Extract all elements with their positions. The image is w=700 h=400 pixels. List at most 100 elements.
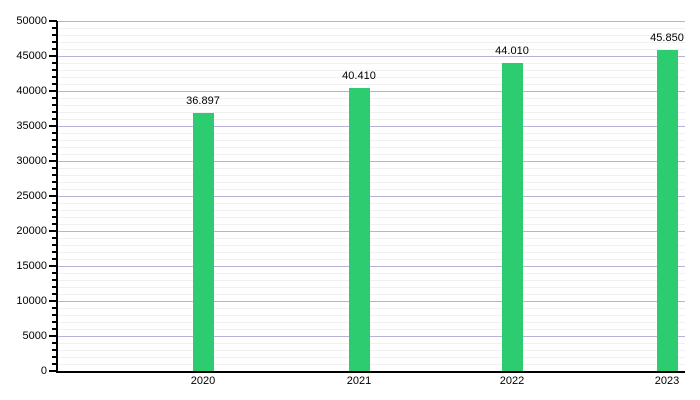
y-axis-tick-label: 45000 [16, 50, 47, 62]
minor-gridline [58, 174, 685, 176]
minor-gridline [58, 251, 685, 253]
y-major-tick [49, 125, 57, 127]
y-minor-tick [52, 69, 57, 71]
y-minor-tick [52, 111, 57, 113]
bar-value-label: 45.850 [650, 32, 684, 45]
minor-gridline [58, 146, 685, 148]
y-major-tick [49, 90, 57, 92]
minor-gridline [58, 202, 685, 204]
y-minor-tick [52, 104, 57, 106]
y-minor-tick [52, 146, 57, 148]
y-major-tick [49, 300, 57, 302]
y-minor-tick [52, 41, 57, 43]
y-major-tick [49, 195, 57, 197]
y-minor-tick [52, 321, 57, 323]
y-minor-tick [52, 342, 57, 344]
y-minor-tick [52, 118, 57, 120]
minor-gridline [58, 48, 685, 50]
minor-gridline [58, 349, 685, 351]
minor-gridline [58, 209, 685, 211]
y-minor-tick [52, 237, 57, 239]
y-minor-tick [52, 167, 57, 169]
y-minor-tick [52, 62, 57, 64]
minor-gridline [58, 111, 685, 113]
minor-gridline [58, 258, 685, 260]
x-axis-tick-label: 2023 [654, 375, 680, 387]
y-major-tick [49, 55, 57, 57]
y-minor-tick [52, 83, 57, 85]
y-minor-tick [52, 139, 57, 141]
y-minor-tick [52, 279, 57, 281]
y-minor-tick [52, 349, 57, 351]
y-minor-tick [52, 216, 57, 218]
minor-gridline [58, 223, 685, 225]
minor-gridline [58, 34, 685, 36]
y-axis-tick-label: 5000 [22, 330, 47, 342]
x-axis-tick-label: 2022 [499, 375, 525, 387]
y-minor-tick [52, 251, 57, 253]
y-minor-tick [52, 314, 57, 316]
minor-gridline [58, 293, 685, 295]
major-gridline [58, 90, 685, 92]
minor-gridline [58, 83, 685, 85]
minor-gridline [58, 244, 685, 246]
minor-gridline [58, 272, 685, 274]
y-minor-tick [52, 27, 57, 29]
y-major-tick [49, 335, 57, 337]
minor-gridline [58, 188, 685, 190]
y-axis-tick-label: 50000 [16, 15, 47, 27]
minor-gridline [58, 237, 685, 239]
y-minor-tick [52, 174, 57, 176]
y-minor-tick [52, 286, 57, 288]
y-minor-tick [52, 76, 57, 78]
y-axis-tick-label: 20000 [16, 225, 47, 237]
minor-gridline [58, 153, 685, 155]
y-major-tick [49, 370, 57, 372]
y-minor-tick [52, 181, 57, 183]
y-minor-tick [52, 244, 57, 246]
minor-gridline [58, 76, 685, 78]
minor-gridline [58, 314, 685, 316]
major-gridline [58, 265, 685, 267]
major-gridline [58, 55, 685, 57]
minor-gridline [58, 62, 685, 64]
y-minor-tick [52, 132, 57, 134]
y-axis-tick-label: 30000 [16, 155, 47, 167]
y-minor-tick [52, 209, 57, 211]
major-gridline [58, 20, 685, 22]
y-minor-tick [52, 258, 57, 260]
bar-value-label: 44.010 [495, 44, 529, 57]
minor-gridline [58, 328, 685, 330]
major-gridline [58, 195, 685, 197]
bar-value-label: 40.410 [342, 70, 376, 83]
major-gridline [58, 125, 685, 127]
minor-gridline [58, 132, 685, 134]
y-axis-tick-label: 10000 [16, 295, 47, 307]
y-axis-line [56, 21, 58, 373]
y-major-tick [49, 20, 57, 22]
y-minor-tick [52, 363, 57, 365]
y-minor-tick [52, 272, 57, 274]
major-gridline [58, 230, 685, 232]
bar-value-label: 36.897 [186, 94, 220, 107]
y-axis-tick-label: 0 [40, 365, 47, 377]
minor-gridline [58, 181, 685, 183]
bar [348, 88, 370, 371]
y-minor-tick [52, 293, 57, 295]
minor-gridline [58, 356, 685, 358]
minor-gridline [58, 118, 685, 120]
y-major-tick [49, 265, 57, 267]
minor-gridline [58, 342, 685, 344]
minor-gridline [58, 216, 685, 218]
major-gridline [58, 300, 685, 302]
y-axis-tick-label: 40000 [16, 85, 47, 97]
x-axis-tick-label: 2021 [346, 375, 372, 387]
y-minor-tick [52, 188, 57, 190]
y-axis-tick-label: 25000 [16, 190, 47, 202]
y-axis-tick-label: 15000 [16, 260, 47, 272]
y-minor-tick [52, 48, 57, 50]
minor-gridline [58, 321, 685, 323]
minor-gridline [58, 97, 685, 99]
y-minor-tick [52, 153, 57, 155]
minor-gridline [58, 27, 685, 29]
